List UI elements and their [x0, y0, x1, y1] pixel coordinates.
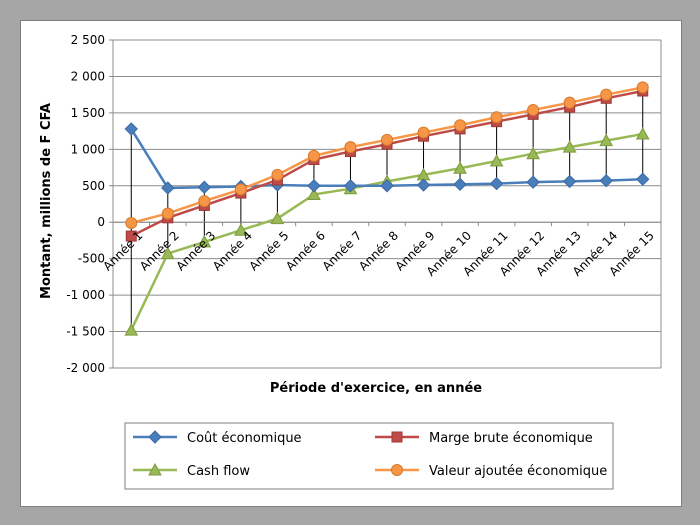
data-point [234, 183, 247, 196]
data-point [453, 161, 467, 174]
data-point [307, 149, 320, 162]
data-point [344, 141, 357, 154]
y-tick-labels: -2 000 -1 500 -1 000 -500 0 500 1 000 1 500 2 00… [66, 33, 105, 375]
legend: Coût économique Marge brute économique Cas… [124, 422, 614, 490]
x-tick-label: Année 6 [283, 228, 328, 273]
y-tick-label: 500 [82, 179, 105, 193]
data-point [125, 230, 137, 242]
data-point [636, 81, 649, 94]
y-tick-label: 2 500 [71, 33, 105, 47]
legend-box [124, 422, 614, 490]
y-tick-label: 1 000 [71, 142, 105, 156]
legend-item: Valeur ajoutée économique [375, 464, 607, 479]
x-tick-label: Année 3 [173, 228, 218, 273]
data-point [599, 173, 613, 188]
data-point [381, 133, 393, 146]
legend-label: Cash flow [187, 464, 250, 479]
data-point [453, 177, 467, 192]
x-tick-label: Année 7 [320, 228, 365, 273]
x-tick-label: Année 8 [356, 228, 401, 273]
data-point [271, 168, 284, 181]
data-point [635, 126, 650, 140]
data-point [380, 179, 394, 193]
data-point [563, 96, 576, 109]
y-tick-label: 2 000 [71, 69, 105, 83]
y-tick-label: -500 [78, 252, 105, 266]
line-chart: -2 000 -1 500 -1 000 -500 0 500 1 000 1 500 2 00… [39, 33, 662, 490]
x-tick-label: Année 4 [210, 228, 255, 273]
data-point [562, 174, 577, 189]
legend-marker [391, 464, 403, 476]
data-point [636, 172, 650, 186]
y-tick-label: -1 500 [66, 325, 105, 339]
data-point [161, 181, 175, 195]
data-point [526, 175, 540, 189]
data-point [198, 195, 211, 208]
data-point [124, 122, 138, 136]
data-point [599, 133, 614, 147]
y-tick-label: -1 000 [66, 288, 105, 302]
y-axis-label: Montant, millions de F CFA [39, 103, 54, 299]
data-point [307, 179, 321, 193]
axes [112, 40, 662, 368]
legend-label: Coût économique [187, 431, 302, 446]
data-point [197, 234, 212, 248]
data-point [125, 216, 138, 229]
series-cout-economique [124, 122, 650, 195]
data-point [562, 140, 577, 153]
data-point [160, 246, 175, 260]
legend-label: Valeur ajoutée économique [429, 464, 607, 479]
data-point [270, 211, 285, 225]
data-point [527, 103, 540, 116]
legend-item: Coût économique [133, 430, 302, 446]
legend-marker [148, 430, 162, 444]
data-point [161, 207, 174, 220]
legend-label: Marge brute économique [429, 431, 593, 446]
data-point [489, 176, 504, 191]
legend-item: Cash flow [133, 462, 250, 479]
data-point [124, 323, 139, 336]
data-point [307, 187, 321, 201]
x-tick-label: Année 1 [100, 228, 145, 273]
legend-marker [148, 462, 162, 476]
x-tick-label: Année 5 [247, 228, 292, 273]
data-point [197, 180, 212, 194]
y-tick-label: 1 500 [71, 106, 105, 120]
data-point [234, 223, 248, 236]
data-point [526, 146, 540, 160]
data-point [454, 119, 467, 132]
x-axis-label: Période d'exercice, en année [270, 381, 482, 396]
data-point [600, 88, 613, 101]
data-point [417, 126, 430, 139]
series-valeur-ajoutee-economique [125, 81, 649, 229]
y-tick-label: 0 [97, 215, 105, 229]
data-point [343, 179, 358, 193]
gridlines [109, 39, 661, 369]
legend-marker [391, 431, 403, 443]
data-point [490, 111, 503, 124]
data-point [489, 153, 504, 167]
data-point [416, 178, 431, 192]
y-tick-label: -2 000 [66, 361, 105, 375]
series-group [124, 81, 650, 336]
legend-item: Marge brute économique [375, 431, 593, 446]
chart-panel: -2 000 -1 500 -1 000 -500 0 500 1 000 1 500 2 00… [20, 20, 682, 507]
